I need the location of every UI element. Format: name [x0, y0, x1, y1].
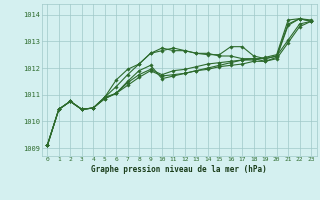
- X-axis label: Graphe pression niveau de la mer (hPa): Graphe pression niveau de la mer (hPa): [91, 165, 267, 174]
